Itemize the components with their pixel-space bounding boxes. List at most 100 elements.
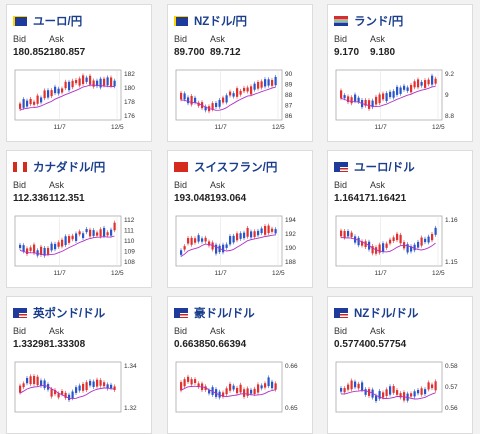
candle-body — [413, 81, 416, 88]
candle-body — [350, 97, 353, 104]
x-tick-label: 12/5 — [272, 124, 285, 131]
pair-title[interactable]: NZドル/ドル — [334, 305, 419, 321]
candle-body — [106, 232, 109, 236]
y-tick-label: 0.58 — [445, 363, 458, 370]
eu-flag-icon — [13, 16, 27, 26]
pair-name[interactable]: ユーロ/ドル — [354, 162, 415, 174]
candle-body — [340, 388, 343, 392]
candle-body — [187, 376, 190, 382]
candle-body — [434, 227, 437, 235]
pair-name[interactable]: ランド/円 — [354, 16, 404, 28]
candlestick-chart[interactable]: 112 111 110 109 108 11/7 12/5 — [13, 212, 147, 278]
rate-card[interactable]: ユーロ/円 Bid Ask 180.852 180.857 182 180 178 1… — [6, 4, 152, 142]
rate-card[interactable]: ユーロ/ドル Bid Ask 1.16417 1.16421 1.16 1.15 1… — [327, 150, 473, 288]
rate-card[interactable]: 豪ドル/ドル Bid Ask 0.66385 0.66394 0.66 0.65 — [167, 296, 313, 434]
pair-name[interactable]: ユーロ/円 — [33, 16, 83, 28]
candle-body — [250, 389, 253, 394]
candle-body — [267, 377, 270, 387]
candle-body — [36, 376, 39, 386]
candle-body — [82, 75, 85, 85]
ask-value: 193.064 — [210, 193, 247, 204]
chart-plot-area — [14, 69, 122, 121]
y-tick-label: 88 — [285, 92, 293, 99]
candle-body — [103, 78, 106, 86]
candle-body — [75, 233, 78, 241]
candlestick-chart[interactable]: 90 89 88 87 86 11/7 12/5 — [174, 66, 308, 132]
candlestick-chart[interactable]: 0.66 0.65 — [174, 358, 308, 424]
rate-card[interactable]: スイスフラン/円 Bid Ask 193.048 193.064 194 192 1… — [167, 150, 313, 288]
pair-name[interactable]: カナダドル/円 — [33, 162, 106, 174]
pair-name[interactable]: NZドル/ドル — [354, 308, 419, 320]
y-tick-label: 194 — [285, 217, 296, 224]
candle-body — [424, 80, 427, 88]
moving-average-line — [340, 236, 436, 253]
candle-body — [246, 388, 249, 396]
candle-body — [19, 244, 22, 249]
candlestick-chart[interactable]: 1.34 1.32 — [13, 358, 147, 424]
candle-body — [396, 86, 399, 95]
candle-body — [260, 385, 263, 389]
candle-body — [215, 102, 218, 107]
pair-name[interactable]: 豪ドル/ドル — [194, 308, 255, 320]
candle-body — [190, 237, 193, 245]
candlestick-chart[interactable]: 9.2 9 8.8 11/7 12/5 — [334, 66, 468, 132]
candle-body — [64, 81, 67, 89]
pair-title[interactable]: ユーロ/円 — [13, 13, 82, 29]
rate-card[interactable]: NZドル/円 Bid Ask 89.700 89.712 90 89 88 87 86 1… — [167, 4, 313, 142]
candle-body — [274, 229, 277, 234]
candlestick-chart[interactable]: 194 192 190 188 11/7 12/5 — [174, 212, 308, 278]
candle-body — [420, 81, 423, 86]
y-tick-label: 0.66 — [285, 363, 298, 370]
candle-body — [382, 243, 385, 252]
pair-name[interactable]: NZドル/円 — [194, 16, 248, 28]
candle-body — [85, 77, 88, 82]
pair-title[interactable]: ランド/円 — [334, 13, 403, 29]
candle-body — [33, 101, 36, 105]
candle-body — [375, 395, 378, 402]
candle-body — [417, 241, 420, 248]
pair-name[interactable]: スイスフラン/円 — [194, 162, 278, 174]
rate-card[interactable]: 英ポンド/ドル Bid Ask 1.33298 1.33308 1.34 1.32 — [6, 296, 152, 434]
candlestick-chart[interactable]: 1.16 1.15 11/7 12/5 — [334, 212, 468, 278]
pair-title[interactable]: NZドル/円 — [174, 13, 247, 29]
y-tick-label: 108 — [124, 259, 135, 266]
candle-body — [57, 393, 60, 398]
candle-body — [61, 239, 64, 247]
pair-title[interactable]: 英ポンド/ドル — [13, 305, 105, 321]
candle-body — [378, 94, 381, 104]
candle-body — [343, 388, 346, 393]
pair-title[interactable]: 豪ドル/ドル — [174, 305, 255, 321]
bid-label: Bid — [174, 34, 188, 44]
candle-body — [403, 85, 406, 90]
candle-body — [43, 247, 46, 256]
candle-body — [389, 239, 392, 244]
candlestick-chart[interactable]: 182 180 178 176 11/7 12/5 — [13, 66, 147, 132]
candle-body — [50, 243, 53, 251]
moving-average-line — [180, 385, 276, 398]
pair-title[interactable]: ユーロ/ドル — [334, 159, 415, 175]
candle-body — [22, 245, 25, 252]
candle-body — [264, 225, 267, 235]
pair-title[interactable]: カナダドル/円 — [13, 159, 105, 175]
candle-body — [274, 383, 277, 390]
bid-value: 112.336 — [13, 193, 49, 204]
candle-body — [197, 102, 200, 106]
moving-average-line — [180, 234, 276, 257]
candle-body — [375, 247, 378, 254]
candle-body — [194, 97, 197, 103]
x-tick-label: 12/5 — [432, 270, 445, 277]
rate-card[interactable]: カナダドル/円 Bid Ask 112.336 112.351 112 111 11… — [6, 150, 152, 288]
pair-title[interactable]: スイスフラン/円 — [174, 159, 277, 175]
candle-body — [246, 87, 249, 92]
rate-card[interactable]: ランド/円 Bid Ask 9.170 9.180 9.2 9 8.8 11/7 12/… — [327, 4, 473, 142]
rate-card[interactable]: NZドル/ドル Bid Ask 0.57740 0.57754 0.58 0.57… — [327, 296, 473, 434]
pair-name[interactable]: 英ポンド/ドル — [33, 308, 106, 320]
bid-label: Bid — [13, 326, 27, 336]
candlestick-chart[interactable]: 0.58 0.57 0.56 — [334, 358, 468, 424]
ask-label: Ask — [49, 34, 65, 44]
y-tick-label: 176 — [124, 113, 135, 120]
candle-body — [250, 86, 253, 95]
y-tick-label: 87 — [285, 103, 293, 110]
candle-body — [364, 241, 367, 248]
candle-body — [267, 225, 270, 234]
